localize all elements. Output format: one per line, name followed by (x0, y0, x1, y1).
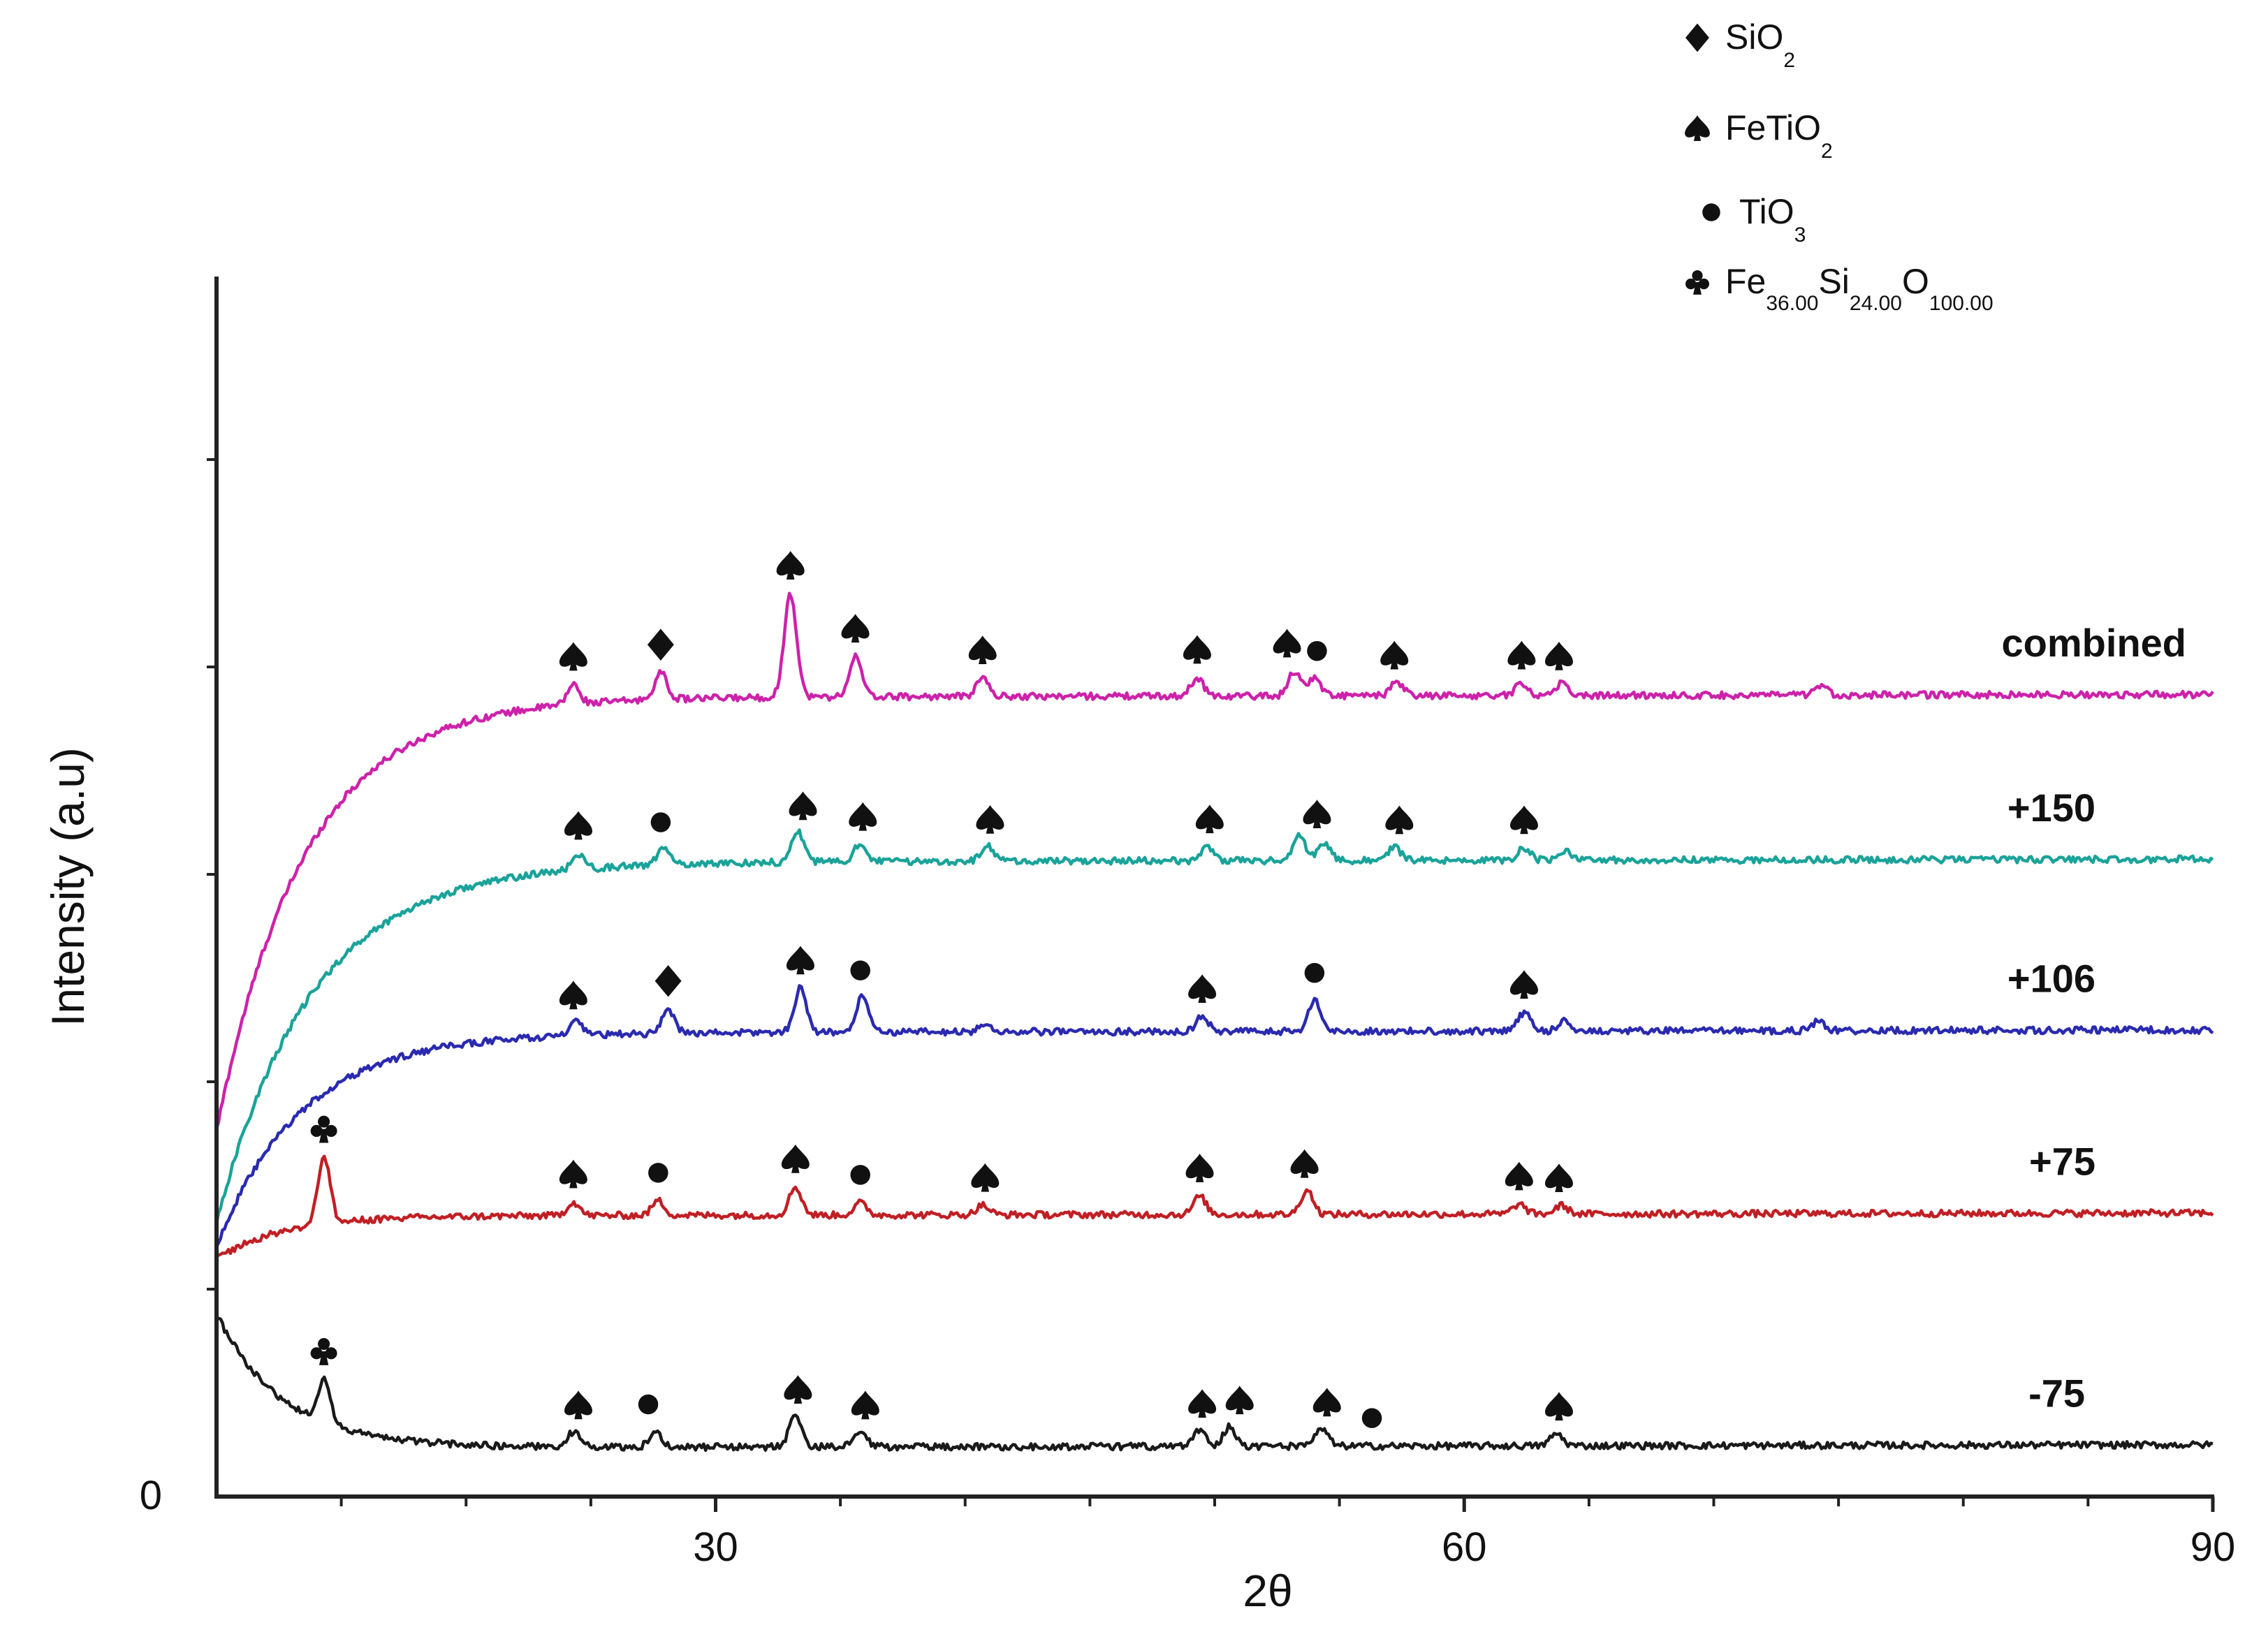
peak-marker-spade (968, 635, 997, 664)
series-line-1 (214, 828, 2214, 1225)
peak-marker-spade (1509, 805, 1538, 835)
peak-marker-diamond (654, 964, 682, 997)
legend-label-part: O (1902, 262, 1929, 301)
series-line-3 (215, 1154, 2214, 1258)
peak-marker-spade (1188, 1389, 1217, 1418)
peak-marker-spade (564, 1390, 593, 1420)
peak-marker-spade (784, 1375, 812, 1404)
legend-label: SiO2 (1725, 17, 1795, 72)
tick-layer: 30 60 90 0 (140, 458, 2236, 1570)
peak-marker-spade (1380, 640, 1409, 670)
peak-marker-spade (776, 550, 805, 580)
peak-marker-spade (1545, 1163, 1573, 1193)
series-label: +150 (2007, 786, 2095, 830)
y-tick-label: 0 (140, 1473, 162, 1518)
peak-marker-spade (1545, 641, 1573, 670)
peak-marker-spade (841, 614, 870, 643)
peak-marker-spade (1545, 1392, 1573, 1421)
legend-label-main: TiO (1739, 192, 1794, 231)
peak-marker-spade (1225, 1386, 1254, 1415)
legend-label-sub: 3 (1794, 223, 1806, 247)
y-axis-label: Intensity (a.u) (42, 747, 94, 1027)
series-label: -75 (2028, 1372, 2085, 1416)
legend-label-part: 100.00 (1929, 292, 1993, 315)
legend-label: FeTiO2 (1725, 108, 1833, 163)
peak-marker-spade (851, 1390, 879, 1420)
series-line-0 (214, 591, 2214, 1129)
legend-symbol-club (1685, 270, 1710, 295)
peak-marker-club (310, 1337, 337, 1365)
legend-item-ilmenite: FeTiO2 (1685, 108, 1833, 163)
series-label: +106 (2007, 957, 2095, 1001)
peak-marker-club (310, 1115, 337, 1143)
legend-label-main: SiO (1725, 17, 1783, 57)
legend-label-sub: 2 (1783, 49, 1795, 72)
peak-marker-spade (976, 804, 1004, 834)
peak-marker-spade (1507, 640, 1536, 670)
axes-layer (214, 277, 2214, 1499)
legend-label-part: 24.00 (1850, 292, 1902, 315)
label-layer: combined +150 +106 +75 -75 (2002, 621, 2186, 1415)
peak-marker-spade (1188, 974, 1217, 1004)
legend-label-main: FeTiO (1725, 108, 1821, 147)
peak-marker-spade (1185, 1154, 1214, 1182)
peak-marker-spade (849, 802, 877, 831)
legend-symbol-diamond (1685, 23, 1709, 52)
legend-label-part: 36.00 (1766, 292, 1818, 315)
peak-marker-spade (559, 980, 587, 1010)
legend-symbol-circle (1702, 203, 1720, 221)
legend-label-part: Fe (1725, 262, 1766, 301)
peak-marker-spade (789, 791, 817, 821)
legend-label-part: Si (1818, 262, 1849, 301)
peak-marker-circle (650, 812, 671, 832)
x-tick-label: 90 (2190, 1524, 2236, 1570)
peak-marker-spade (1303, 800, 1331, 828)
series-label: +75 (2029, 1140, 2095, 1184)
peak-marker-spade (1509, 970, 1538, 999)
peak-marker-diamond (647, 629, 674, 661)
peak-marker-circle (1307, 640, 1327, 661)
x-axis-label: 2θ (1243, 1566, 1292, 1616)
peak-marker-spade (971, 1163, 1000, 1192)
peak-marker-circle (648, 1163, 668, 1183)
marker-layer (310, 550, 1573, 1428)
legend-item-silica: SiO2 (1685, 17, 1795, 72)
peak-marker-spade (786, 946, 814, 975)
series-label: combined (2002, 621, 2186, 665)
peak-marker-circle (638, 1394, 659, 1415)
peak-marker-spade (1290, 1149, 1319, 1178)
x-tick-label: 60 (1442, 1524, 1487, 1570)
peak-marker-spade (1273, 629, 1301, 658)
x-tick-label: 30 (693, 1524, 738, 1570)
peak-marker-circle (1361, 1408, 1382, 1428)
legend-label: TiO3 (1739, 192, 1806, 247)
series-line-4 (215, 1315, 2214, 1453)
peak-marker-spade (1312, 1388, 1341, 1417)
peak-marker-circle (1304, 962, 1325, 983)
peak-marker-spade (781, 1144, 810, 1173)
peak-marker-spade (1385, 805, 1414, 835)
series-line-2 (214, 984, 2214, 1248)
legend-symbol-spade (1685, 115, 1710, 141)
peak-marker-spade (559, 1159, 587, 1189)
peak-marker-spade (1195, 804, 1224, 834)
peak-marker-spade (564, 811, 593, 840)
legend-label-sub: 2 (1821, 140, 1833, 163)
legend-item-titania: TiO3 (1702, 192, 1806, 247)
peak-marker-spade (1183, 635, 1211, 664)
peak-marker-circle (850, 1165, 870, 1185)
peak-marker-circle (850, 960, 870, 980)
peak-marker-spade (559, 642, 587, 671)
legend-label: Fe36.00Si24.00O100.00 (1725, 262, 1993, 315)
peak-marker-spade (1505, 1161, 1533, 1191)
legend-item-fayalite: Fe36.00Si24.00O100.00 (1685, 262, 1993, 315)
series-layer (214, 591, 2214, 1453)
